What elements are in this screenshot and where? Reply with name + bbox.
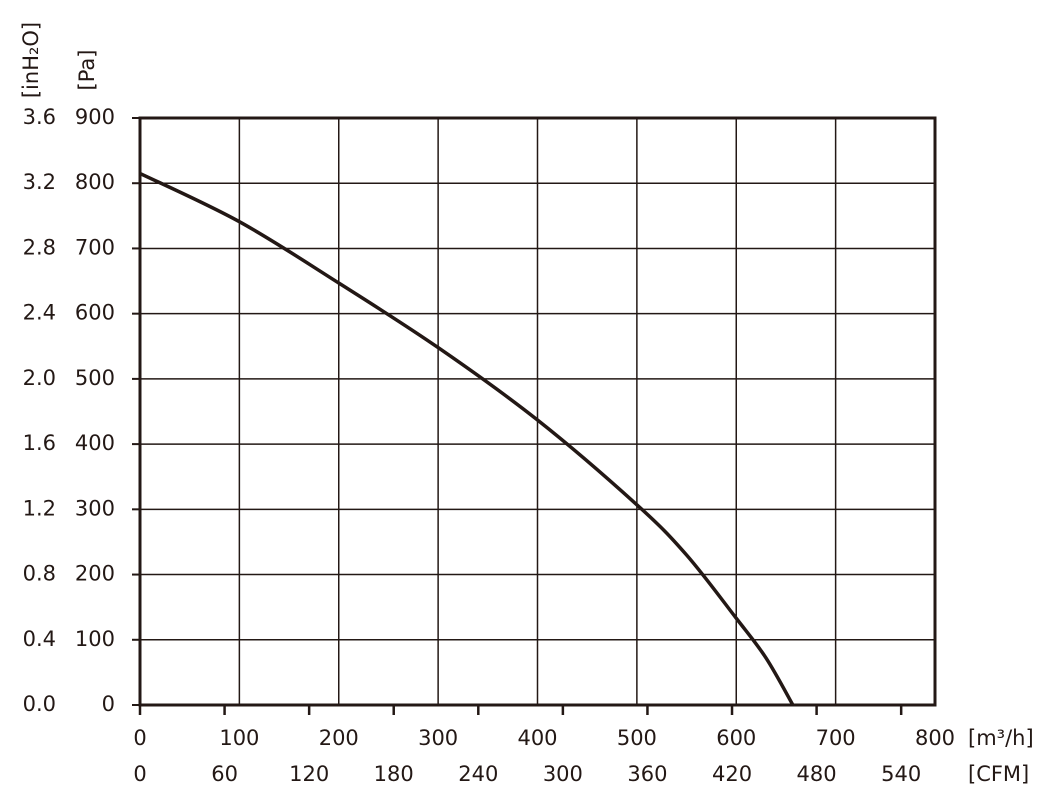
- y2-tick-label: 0.4: [23, 627, 56, 651]
- y2-axis-label: [inH₂O]: [19, 22, 43, 98]
- y-tick-label: 400: [75, 431, 115, 455]
- y2-tick-label: 3.2: [23, 170, 56, 194]
- x-tick-label: 800: [915, 726, 955, 750]
- x2-tick-label: 540: [881, 762, 921, 786]
- curve: [139, 171, 795, 706]
- x-tick-label: 200: [319, 726, 359, 750]
- x2-axis-label: [CFM]: [968, 762, 1029, 786]
- y-tick-label: 100: [75, 627, 115, 651]
- x2-tick-label: 420: [712, 762, 752, 786]
- x-tick-label: 500: [617, 726, 657, 750]
- plot-frame: [138, 116, 937, 707]
- y2-tick-label: 2.0: [23, 366, 56, 390]
- y-tick-label: 200: [75, 562, 115, 586]
- y-tick-label: 600: [75, 301, 115, 325]
- x2-tick-label: 180: [374, 762, 414, 786]
- y2-tick-label: 0.8: [23, 562, 56, 586]
- x-tick-label: 700: [816, 726, 856, 750]
- y2-tick-label: 0.0: [23, 692, 56, 716]
- x2-tick-label: 360: [627, 762, 667, 786]
- y-tick-label: 700: [75, 235, 115, 259]
- y2-tick-label: 3.6: [23, 105, 56, 129]
- x-axis-label: [m³/h]: [968, 726, 1034, 750]
- y2-tick-label: 1.6: [23, 431, 56, 455]
- x-tick-label: 600: [716, 726, 756, 750]
- y-tick-label: 300: [75, 496, 115, 520]
- x-tick-label: 400: [517, 726, 557, 750]
- y2-tick-label: 1.2: [23, 496, 56, 520]
- y-tick-label: 900: [75, 105, 115, 129]
- y-tick-label: 500: [75, 366, 115, 390]
- x2-tick-label: 0: [133, 762, 146, 786]
- y2-tick-label: 2.8: [23, 235, 56, 259]
- x2-tick-label: 120: [289, 762, 329, 786]
- x2-tick-label: 480: [797, 762, 837, 786]
- y-tick-label: 800: [75, 170, 115, 194]
- x-tick-label: 300: [418, 726, 458, 750]
- x2-tick-label: 300: [543, 762, 583, 786]
- x-tick-label: 100: [219, 726, 259, 750]
- x2-tick-label: 240: [458, 762, 498, 786]
- y-axis-label: [Pa]: [75, 50, 99, 91]
- y-tick-label: 0: [102, 692, 115, 716]
- y2-tick-label: 2.4: [23, 301, 56, 325]
- x-tick-label: 0: [133, 726, 146, 750]
- x2-tick-label: 60: [211, 762, 238, 786]
